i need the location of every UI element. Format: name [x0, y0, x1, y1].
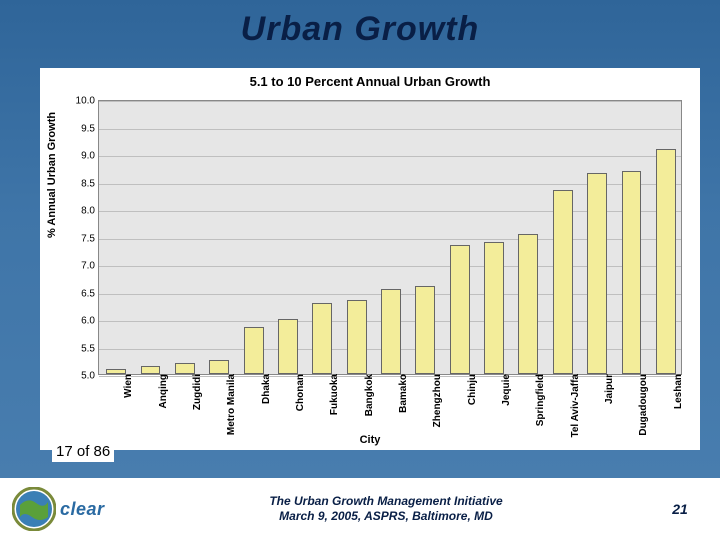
- bar: [484, 242, 504, 374]
- xtick-label: Anqing: [156, 374, 169, 408]
- x-axis-label: City: [40, 434, 700, 446]
- bar: [244, 327, 264, 374]
- grid-line: [99, 156, 681, 157]
- xtick-label: Jequie: [499, 374, 512, 406]
- ytick-label: 7.5: [81, 233, 99, 244]
- globe-icon: [12, 487, 56, 531]
- slide: Urban Growth 5.1 to 10 Percent Annual Ur…: [0, 0, 720, 540]
- grid-line: [99, 101, 681, 102]
- chart-area: 5.1 to 10 Percent Annual Urban Growth % …: [40, 68, 700, 450]
- ytick-label: 8.5: [81, 178, 99, 189]
- xtick-label: Chonan: [293, 374, 306, 411]
- ytick-label: 9.5: [81, 123, 99, 134]
- bar: [415, 286, 435, 374]
- bar: [209, 360, 229, 374]
- plot: 5.05.56.06.57.07.58.08.59.09.510.0WienAn…: [98, 100, 682, 375]
- xtick-label: Dhaka: [259, 374, 272, 404]
- xtick-label: Bamako: [396, 374, 409, 413]
- xtick-label: Metro Manila: [224, 374, 237, 435]
- grid-line: [99, 129, 681, 130]
- page-number: 21: [640, 501, 720, 517]
- xtick-label: Zugdidi: [190, 374, 203, 410]
- ytick-label: 6.5: [81, 288, 99, 299]
- grid-line: [99, 376, 681, 377]
- ytick-label: 9.0: [81, 151, 99, 162]
- bar: [347, 300, 367, 374]
- bar: [553, 190, 573, 374]
- chart-title: 5.1 to 10 Percent Annual Urban Growth: [40, 68, 700, 89]
- ytick-label: 6.0: [81, 316, 99, 327]
- bar: [141, 366, 161, 374]
- slide-title: Urban Growth: [0, 0, 720, 49]
- xtick-label: Jaipur: [602, 374, 615, 404]
- xtick-label: Springfield: [533, 374, 546, 426]
- bar: [587, 173, 607, 374]
- logo-text: clear: [60, 499, 105, 520]
- ytick-label: 8.0: [81, 206, 99, 217]
- y-axis-label: % Annual Urban Growth: [46, 112, 58, 238]
- bar: [518, 234, 538, 374]
- xtick-label: Dugadougou: [636, 374, 649, 436]
- footer-line2: March 9, 2005, ASPRS, Baltimore, MD: [132, 509, 640, 524]
- bar: [450, 245, 470, 374]
- bar: [175, 363, 195, 374]
- ytick-label: 5.5: [81, 343, 99, 354]
- xtick-label: Leshan: [671, 374, 684, 409]
- ytick-label: 7.0: [81, 261, 99, 272]
- xtick-label: Wien: [121, 374, 134, 398]
- footer-line1: The Urban Growth Management Initiative: [132, 494, 640, 509]
- ytick-label: 5.0: [81, 371, 99, 382]
- logo: clear: [12, 484, 132, 534]
- ytick-label: 10.0: [76, 96, 99, 107]
- bar: [381, 289, 401, 374]
- xtick-label: Tel Aviv-Jaffa: [568, 374, 581, 438]
- footer-text: The Urban Growth Management Initiative M…: [132, 494, 640, 524]
- xtick-label: Zhengzhou: [430, 374, 443, 427]
- footer: clear The Urban Growth Management Initia…: [0, 478, 720, 540]
- xtick-label: Bangkok: [362, 374, 375, 416]
- bar: [622, 171, 642, 375]
- xtick-label: Fukuoka: [327, 374, 340, 415]
- bar: [656, 149, 676, 375]
- subcount-label: 17 of 86: [52, 441, 114, 462]
- bar: [312, 303, 332, 375]
- bar: [278, 319, 298, 374]
- xtick-label: Chinju: [465, 374, 478, 405]
